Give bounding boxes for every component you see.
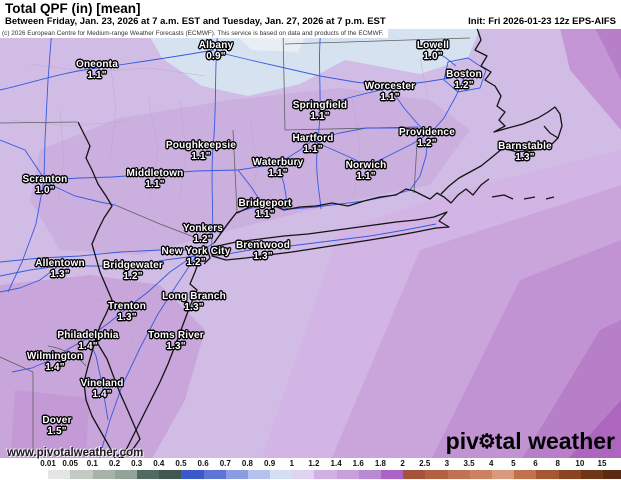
colorbar-tick-label: 10 bbox=[575, 459, 585, 468]
colorbar-segment bbox=[203, 470, 226, 479]
colorbar-segment bbox=[580, 470, 603, 479]
colorbar-segment bbox=[336, 470, 359, 479]
ny-harbor bbox=[203, 245, 211, 265]
watermark-url: www.pivotalweather.com bbox=[7, 447, 144, 459]
colorbar-segment bbox=[70, 470, 93, 479]
colorbar-segment bbox=[469, 470, 492, 479]
colorbar-ticks: 0.01 0.05 0.1 0.2 0.3 0.4 0.5 0.6 0.7 0.8 0.9 1 1.2 1… bbox=[0, 459, 621, 468]
colorbar-segment bbox=[48, 470, 71, 479]
logo-text-post: tal weather bbox=[494, 428, 615, 454]
colorbar-segment bbox=[92, 470, 115, 479]
colorbar-tick-label: 8 bbox=[555, 459, 560, 468]
colorbar-segment bbox=[491, 470, 515, 479]
precip-shading bbox=[0, 28, 621, 462]
westchester-shore bbox=[213, 211, 238, 244]
colorbar-tick-label: 1.4 bbox=[330, 459, 342, 468]
gear-icon: ⚙ bbox=[477, 431, 496, 453]
islands bbox=[491, 194, 555, 200]
colorbar bbox=[26, 470, 621, 479]
colorbar-tick-label: 0.7 bbox=[219, 459, 231, 468]
colorbar-segment bbox=[381, 470, 404, 479]
colorbar-tick-label: 0.3 bbox=[131, 459, 143, 468]
colorbar-tick-label: 0.2 bbox=[108, 459, 121, 468]
colorbar-segment bbox=[225, 470, 248, 479]
valid-period-label: Between Friday, Jan. 23, 2026 at 7 a.m. … bbox=[5, 16, 386, 27]
colorbar-tick-label: 15 bbox=[597, 459, 607, 468]
colorbar-tick-label: 0.8 bbox=[241, 459, 253, 468]
colorbar-segment bbox=[136, 470, 160, 479]
colorbar-tick-label: 1 bbox=[289, 459, 294, 468]
colorbar-tick-label: 0.05 bbox=[62, 459, 78, 468]
colorbar-tick-label: 0.01 bbox=[40, 459, 56, 468]
i95-corridor bbox=[87, 77, 465, 339]
nj-turnpike bbox=[97, 255, 197, 463]
colorbar-tick-label: 0.4 bbox=[153, 459, 165, 468]
colorbar-tick-label: 1.6 bbox=[352, 459, 364, 468]
colorbar-segment bbox=[314, 470, 337, 479]
colorbar-segment bbox=[270, 470, 293, 479]
long-island bbox=[211, 211, 450, 261]
colorbar-segment bbox=[403, 470, 426, 479]
colorbar-segment bbox=[447, 470, 470, 479]
i84-corridor bbox=[44, 126, 419, 181]
colorbar-tick-label: 2.5 bbox=[419, 459, 431, 468]
colorbar-tick-label: 0.5 bbox=[175, 459, 187, 468]
colorbar-segment bbox=[247, 470, 271, 479]
hudson-river bbox=[210, 27, 219, 251]
i80-corridor bbox=[0, 249, 196, 263]
page-title: Total QPF (in) [mean] bbox=[5, 1, 141, 16]
pivotal-weather-logo: piv ⚙ tal weather bbox=[446, 428, 615, 454]
county-borders bbox=[9, 57, 429, 359]
roads-and-rivers bbox=[0, 27, 487, 463]
colorbar-tick-label: 1.2 bbox=[308, 459, 320, 468]
colorbar-tick-label: 3.5 bbox=[463, 459, 475, 468]
color-scale-footer: 0.01 0.05 0.1 0.2 0.3 0.4 0.5 0.6 0.7 0.8 0.9 1 1.2 1… bbox=[0, 458, 621, 480]
colorbar-segment bbox=[114, 470, 137, 479]
new-england-south-coast bbox=[236, 178, 490, 214]
colorbar-tick-label: 1.8 bbox=[374, 459, 386, 468]
colorbar-segment bbox=[558, 470, 581, 479]
model-init-label: Init: Fri 2026-01-23 12z EPS-AIFS bbox=[468, 16, 616, 27]
colorbar-segment bbox=[159, 470, 182, 479]
colorbar-segment bbox=[181, 470, 204, 479]
colorbar-tick-label: 2 bbox=[400, 459, 405, 468]
colorbar-tick-label: 0.1 bbox=[86, 459, 98, 468]
state-borders bbox=[0, 27, 471, 462]
colorbar-segment bbox=[292, 470, 315, 479]
colorbar-tick-label: 6 bbox=[533, 459, 538, 468]
nj-coast bbox=[113, 257, 201, 460]
colorbar-segment bbox=[536, 470, 559, 479]
connecticut-river bbox=[316, 27, 322, 210]
colorbar-segment bbox=[358, 470, 381, 479]
colorbar-segment bbox=[26, 470, 49, 479]
colorbar-segment bbox=[602, 470, 621, 479]
i78-corridor bbox=[0, 255, 197, 277]
colorbar-tick-label: 0.9 bbox=[264, 459, 276, 468]
logo-text-pre: piv bbox=[445, 428, 479, 454]
colorbar-segment bbox=[425, 470, 448, 479]
colorbar-segment bbox=[514, 470, 537, 479]
delaware-bay-east-shore bbox=[97, 343, 141, 460]
colorbar-tick-label: 0.6 bbox=[197, 459, 209, 468]
colorbar-tick-label: 5 bbox=[511, 459, 516, 468]
copyright-notice: (c) 2026 European Centre for Medium-rang… bbox=[0, 29, 388, 38]
massachusetts-coast-cape-cod bbox=[440, 27, 563, 195]
colorbar-tick-label: 3 bbox=[444, 459, 450, 468]
long-island-expressway bbox=[215, 223, 437, 257]
i90-corridor bbox=[216, 51, 464, 87]
header: Total QPF (in) [mean] Between Friday, Ja… bbox=[0, 0, 621, 29]
i81-corridor bbox=[7, 27, 53, 293]
colorbar-tick-label: 4 bbox=[488, 459, 494, 468]
mohawk-corridor bbox=[0, 49, 215, 91]
